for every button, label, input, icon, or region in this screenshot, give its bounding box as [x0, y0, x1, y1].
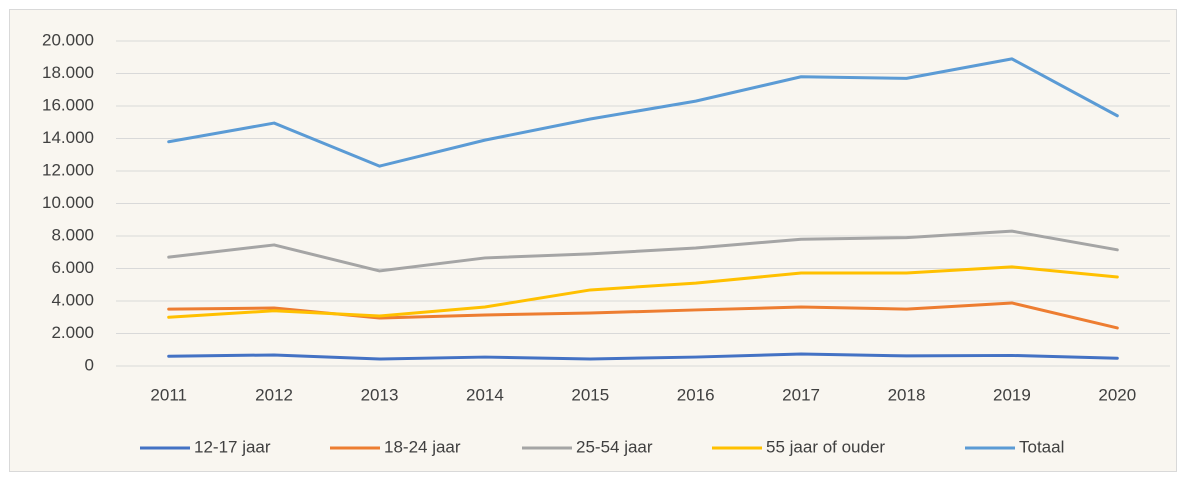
legend-label: 55 jaar of ouder — [766, 437, 885, 456]
series-line — [167, 229, 1119, 273]
y-tick-label: 6.000 — [51, 258, 94, 277]
y-tick-label: 4.000 — [51, 290, 94, 309]
y-tick-label: 12.000 — [42, 160, 94, 179]
series-line — [167, 352, 1119, 361]
y-tick-label: 8.000 — [51, 225, 94, 244]
x-tick-label: 2011 — [150, 385, 187, 404]
y-tick-label: 20.000 — [42, 30, 94, 49]
x-tick-label: 2012 — [255, 385, 293, 404]
y-tick-label: 10.000 — [42, 193, 94, 212]
y-tick-label: 16.000 — [42, 95, 94, 114]
x-tick-label: 2016 — [677, 385, 715, 404]
x-tick-label: 2017 — [782, 385, 820, 404]
chart-background — [9, 9, 1177, 472]
x-tick-label: 2013 — [361, 385, 399, 404]
legend-label: 18-24 jaar — [384, 437, 461, 456]
legend-label: 12-17 jaar — [194, 437, 271, 456]
series-line — [167, 57, 1119, 168]
x-tick-label: 2018 — [888, 385, 926, 404]
y-tick-label: 14.000 — [42, 128, 94, 147]
x-tick-label: 2015 — [571, 385, 609, 404]
legend-label: 25-54 jaar — [576, 437, 653, 456]
y-tick-label: 0 — [85, 355, 94, 374]
legend-label: Totaal — [1019, 437, 1064, 456]
x-tick-label: 2020 — [1098, 385, 1136, 404]
y-tick-label: 2.000 — [51, 323, 94, 342]
y-tick-label: 18.000 — [42, 63, 94, 82]
x-tick-label: 2019 — [993, 385, 1031, 404]
x-tick-label: 2014 — [466, 385, 504, 404]
series-line — [167, 265, 1119, 319]
